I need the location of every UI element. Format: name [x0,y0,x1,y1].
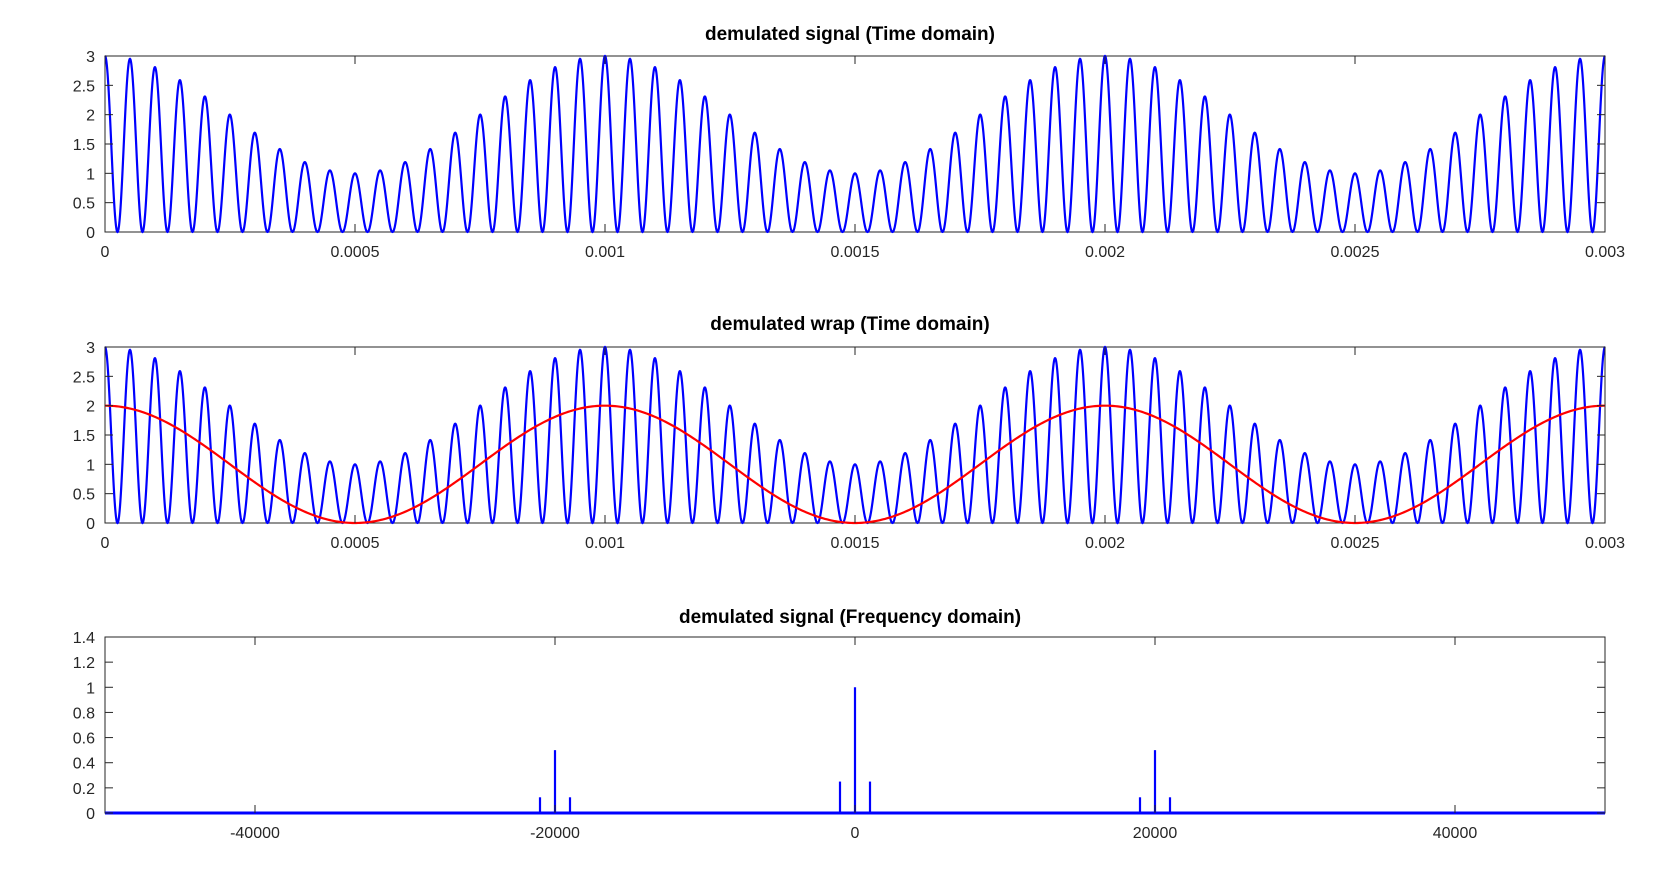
subplot-1: demulated signal (Time domain) 0 0.0005 0.… [73,24,1625,261]
y-tick-label: 0 [86,225,95,242]
y-tick-label: 0.5 [73,487,95,504]
subplot-2-yticks: 0 0.5 1 1.5 2 2.5 3 [73,340,1605,533]
y-tick-label: 1.4 [73,630,95,647]
y-tick-label: 1.5 [73,137,95,154]
subplot-3-yticks: 0 0.2 0.4 0.6 0.8 1 1.2 1.4 [73,630,1605,823]
y-tick-label: 1.5 [73,428,95,445]
series-line-modulated [104,345,1606,525]
x-tick-label: 40000 [1433,825,1478,842]
y-tick-label: 0.8 [73,705,95,722]
subplot-1-plot [104,54,1606,234]
y-tick-label: 1.2 [73,655,95,672]
x-tick-label: 0.0005 [331,244,380,261]
subplot-1-xticks: 0 0.0005 0.001 0.0015 0.002 0.0025 0.003 [101,56,1625,261]
subplot-1-yticks: 0 0.5 1 1.5 2 2.5 3 [73,49,1605,242]
x-tick-label: 0.0025 [1331,535,1380,552]
y-tick-label: 0 [86,806,95,823]
subplot-2-xticks: 0 0.0005 0.001 0.0015 0.002 0.0025 0.003 [101,347,1625,552]
y-tick-label: 0.5 [73,196,95,213]
x-tick-label: 0 [101,535,110,552]
x-tick-label: 0.003 [1585,244,1625,261]
series-line-modulated [104,54,1606,234]
x-tick-label: 0.0005 [331,535,380,552]
x-tick-label: 0.0015 [831,535,880,552]
y-tick-label: 2 [86,108,95,125]
x-tick-label: 0.003 [1585,535,1625,552]
x-tick-label: -40000 [230,825,280,842]
subplot-3-xticks: -40000 -20000 0 20000 40000 [230,637,1477,842]
subplot-2-title: demulated wrap (Time domain) [710,314,989,335]
y-tick-label: 1 [86,457,95,474]
subplot-2: demulated wrap (Time domain) 0 0.0005 0.00… [73,314,1625,552]
y-tick-label: 1 [86,166,95,183]
subplot-1-title: demulated signal (Time domain) [705,24,995,45]
y-tick-label: 0.4 [73,756,95,773]
y-tick-label: 0.2 [73,781,95,798]
x-tick-label: 0.0025 [1331,244,1380,261]
y-tick-label: 2 [86,399,95,416]
x-tick-label: 0.001 [585,535,625,552]
subplot-2-axes [104,346,1606,524]
y-tick-label: 2.5 [73,78,95,95]
x-tick-label: 0.002 [1085,244,1125,261]
x-tick-label: 20000 [1133,825,1178,842]
y-tick-label: 3 [86,49,95,66]
y-tick-label: 0 [86,516,95,533]
y-tick-label: 0.6 [73,731,95,748]
y-tick-label: 2.5 [73,369,95,386]
x-tick-label: 0 [101,244,110,261]
y-tick-label: 3 [86,340,95,357]
y-tick-label: 1 [86,680,95,697]
x-tick-label: 0.0015 [831,244,880,261]
x-tick-label: 0.001 [585,244,625,261]
x-tick-label: -20000 [530,825,580,842]
x-tick-label: 0.002 [1085,535,1125,552]
subplot-1-axes [104,55,1606,233]
subplot-3-title: demulated signal (Frequency domain) [679,607,1021,628]
x-tick-label: 0 [851,825,860,842]
subplot-3: demulated signal (Frequency domain) -400… [73,607,1606,842]
